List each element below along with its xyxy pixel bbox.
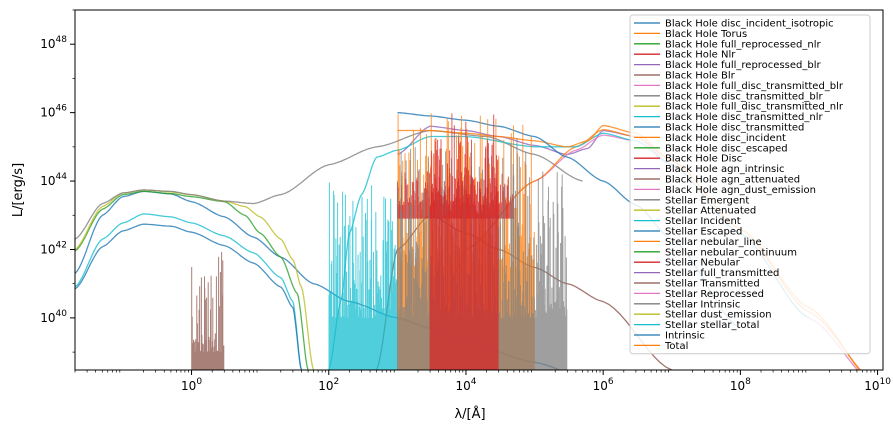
legend-label-15: Black Hole agn_attenuated [665,175,800,186]
legend-label-28: Stellar dust_emission [665,310,772,321]
line-forest-3 [191,251,225,370]
y-axis-label: L/[erg/s] [11,163,26,217]
legend-label-4: Black Hole full_reprocessed_blr [665,60,821,71]
legend-label-9: Black Hole disc_transmitted_nlr [665,112,824,123]
legend-label-17: Stellar Emergent [665,195,749,206]
legend-label-13: Black Hole Disc [665,154,742,165]
legend-label-0: Black Hole disc_incident_isotropic [665,19,834,30]
legend-label-1: Black Hole Torus [665,29,747,40]
y-tick-label-0: 1040 [40,309,67,325]
series-line-2 [75,223,303,370]
legend-label-30: Intrinsic [665,331,705,342]
legend-label-14: Black Hole agn_intrinsic [665,164,785,175]
series-line-3 [75,190,309,370]
legend-label-6: Black Hole full_disc_transmitted_blr [665,81,844,92]
legend-label-29: Stellar stellar_total [665,320,759,331]
y-tick-label-2: 1044 [40,172,67,188]
series-line-5 [75,129,583,240]
series-line-1 [75,213,303,370]
y-axis: 1040 1042 1044 1046 1048 [40,9,75,353]
x-tick-label-5: 1010 [864,377,891,393]
line-forest-4 [328,182,398,370]
legend-label-21: Stellar nebular_line [665,237,762,248]
legend-label-22: Stellar nebular_continuum [665,247,797,258]
line-forest-5 [429,113,499,370]
legend-label-3: Black Hole Nlr [665,50,736,61]
legend-label-18: Stellar Attenuated [665,206,756,217]
legend-label-12: Black Hole disc_escaped [665,143,788,154]
legend-label-27: Stellar Intrinsic [665,299,740,310]
y-tick-label-4: 1048 [40,35,67,51]
legend-label-25: Stellar Transmitted [665,279,760,290]
legend-label-26: Stellar Reprocessed [665,289,764,300]
y-tick-label-1: 1042 [40,240,67,256]
plot-frame [74,9,884,371]
legend: Black Hole disc_incident_isotropicBlack … [629,14,871,355]
legend-label-10: Black Hole disc_transmitted [665,123,804,134]
legend-label-24: Stellar full_transmitted [665,268,779,279]
legend-label-7: Black Hole disc_transmitted_blr [665,91,824,102]
x-tick-label-3: 106 [593,377,614,393]
legend-label-16: Black Hole agn_dust_emission [665,185,816,196]
x-axis-label: λ/[Å] [454,406,485,422]
x-tick-label-1: 102 [318,377,339,393]
legend-label-23: Stellar Nebular [665,258,741,269]
x-tick-label-0: 100 [181,377,202,393]
legend-label-19: Stellar Incident [665,216,741,227]
legend-label-8: Black Hole full_disc_transmitted_nlr [665,102,844,113]
legend-label-20: Stellar Escaped [665,227,742,238]
legend-label-11: Black Hole disc_incident [665,133,786,144]
x-tick-label-4: 108 [730,377,751,393]
legend-label-2: Black Hole full_reprocessed_nlr [665,39,821,50]
x-tick-label-2: 104 [455,377,476,393]
legend-label-5: Black Hole Blr [665,71,736,82]
legend-frame [629,14,871,355]
y-tick-label-3: 1046 [40,104,67,120]
x-axis: 100 102 104 106 108 1010 [74,370,891,393]
legend-label-31: Total [664,341,688,352]
